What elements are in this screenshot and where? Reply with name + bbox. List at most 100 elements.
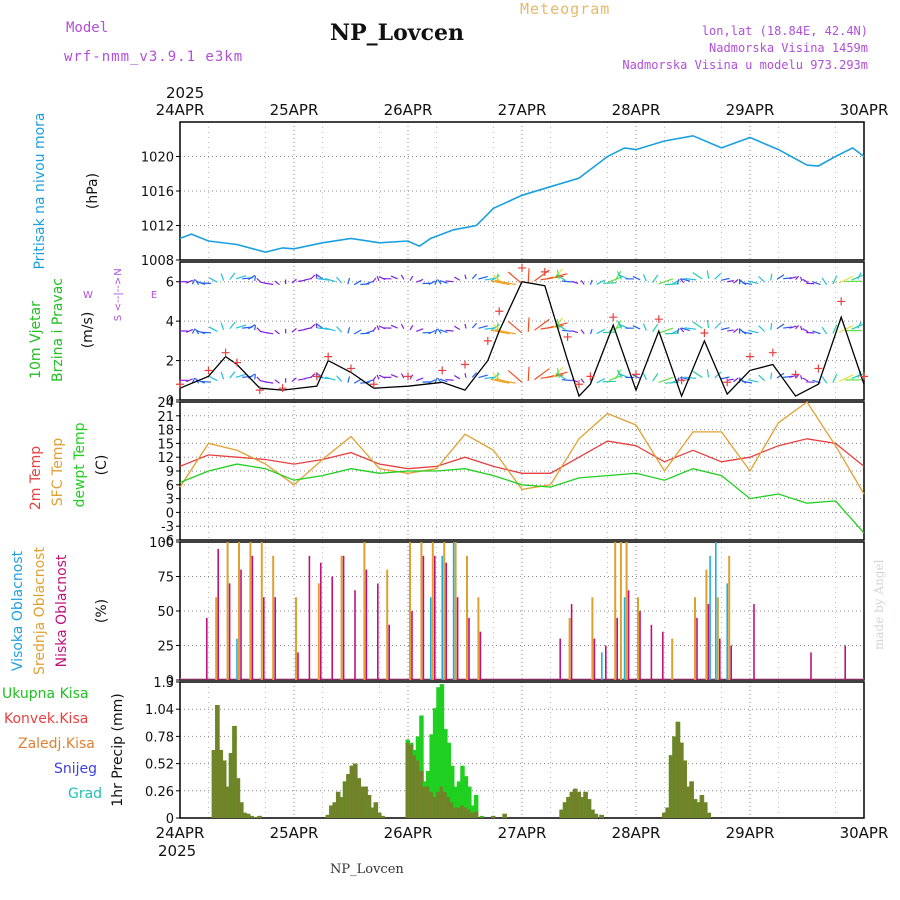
precip-conv-bar [599,814,604,818]
wind-arrow [229,371,236,379]
wind-arrow [376,325,380,331]
wind-arrow [494,378,516,384]
precip-conv-bar [573,788,578,818]
wind-arrow [254,374,257,380]
x-tick-top-27APR: 27APR [498,101,547,119]
frame-temperature [179,401,865,541]
wind-arrow [832,373,838,383]
precip-total-bar [446,742,452,818]
gust-mark [204,366,213,375]
wind-arrow [527,268,530,283]
wind-arrow [556,368,560,379]
wind-arrow [556,372,566,380]
precip-conv-bar [576,791,581,818]
precip-conv-bar [359,786,365,818]
wind-arrow [795,325,800,330]
x-tick-top-28APR: 28APR [612,101,661,119]
precip-conv-bar [566,797,571,818]
y-tick-wind: 2 [166,355,174,370]
wind-arrow [315,372,324,379]
x-year-bottom: 2025 [158,842,196,860]
precip-total-bar [439,684,445,818]
gust-mark [518,263,526,272]
wind-arrow [614,320,622,331]
precip-conv-bar [363,786,368,818]
y-tick-wind: 6 [166,276,174,291]
wind-arrow [254,324,257,331]
wind-arrow [353,378,362,384]
precip-conv-bar [672,736,677,818]
wind-arrow [274,280,280,286]
wind-arrow [534,368,550,381]
precip-conv-bar [353,763,358,818]
precip-conv-bar [473,811,479,818]
wind-arrow [360,283,370,286]
precip-conv-bar [675,721,681,818]
y-tick-cloud: 0 [166,674,174,689]
wind-arrow [409,325,414,331]
wind-arrow [684,376,697,380]
wind-arrow [838,275,854,284]
wind-arrow [727,329,734,332]
wind-arrow [720,277,730,281]
precip-conv-bar [332,802,338,818]
wind-arrow [676,278,680,285]
cloud-series-2 [206,548,847,680]
wind-dir-n: N [113,268,124,275]
wind-arrow [838,374,854,383]
precip-conv-bar [373,802,379,818]
precip-conv-bar [699,794,705,818]
precip-conv-bar [593,813,599,818]
gust-mark [563,332,572,341]
y-tick-precip: 0.52 [145,758,174,773]
gust-mark [609,313,618,322]
wind-arrow [580,329,585,335]
wind-arrow [409,374,414,380]
wind-arrow [618,323,628,329]
y-tick-temperature: 3 [166,493,174,508]
wind-arrow [571,330,579,334]
wind-arrow [324,376,336,381]
wind-arrow [642,372,647,380]
wind-arrow [596,328,606,335]
wind-arrow [857,321,862,329]
wind-arrow [580,279,585,285]
wind-arrow [191,279,196,285]
wind-arrow [684,277,697,281]
wind-arrow [248,324,256,330]
precip-conv-bar [470,812,475,818]
wind-arrow [220,273,225,281]
wind-arrow [632,325,641,330]
precip-conv-bar [342,781,348,818]
gust-mark [768,348,777,357]
precip-total-bar [453,786,458,818]
precip-conv-bar [436,791,441,818]
precip-conv-bar [245,813,251,818]
wind-arrow [471,372,478,378]
precip-total-bar [467,786,472,818]
precip-conv-bar [366,794,372,818]
cloud-ylabel-high: Visoka Oblacnost [10,550,26,671]
precip-conv-bar [479,816,485,818]
wind-arrow [714,371,722,379]
wind-arrow [806,282,815,285]
y-tick-precip: 0.78 [145,730,174,745]
precip-conv-bar [456,807,462,818]
temp-ylabel-2m: 2m Temp [28,446,44,510]
wind-arrow [454,325,461,331]
wind-arrow [196,280,206,286]
wind-arrow [376,276,380,282]
wind-arrow [652,373,659,382]
wind-arrow [692,370,703,379]
wind-arrow [758,276,765,283]
wind-arrow [439,329,448,333]
wind-arrow [727,280,734,283]
wind-arrow [372,277,377,283]
wind-arrow [571,379,579,383]
precip-conv-bar [569,791,575,818]
wind-arrow [445,378,454,381]
precip-conv-bar [325,814,331,818]
precip-legend-3: Snijeg [54,761,97,777]
precip-conv-bar [679,742,684,818]
y-tick-cloud: 75 [157,571,174,586]
